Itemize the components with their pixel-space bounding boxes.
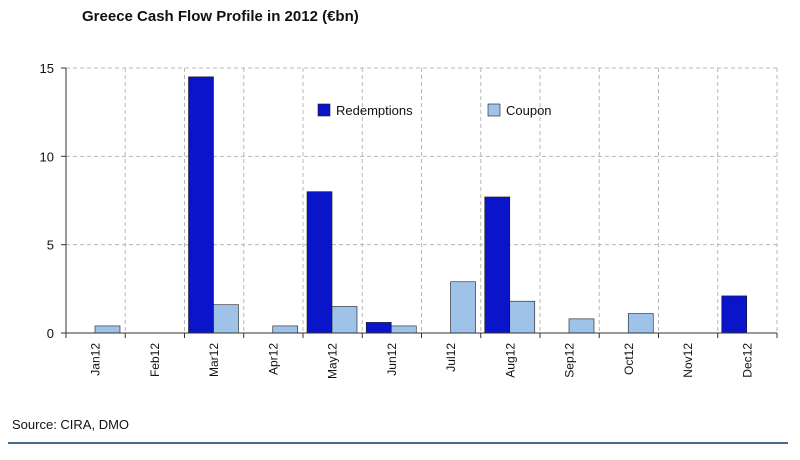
bar-coupon-apr12 — [272, 325, 299, 334]
y-tick-label: 15 — [40, 61, 54, 76]
x-tick-label: Sep12 — [563, 343, 577, 378]
bar-coupon-sep12 — [568, 318, 595, 334]
x-tick-label: Apr12 — [266, 343, 280, 375]
grid-lines — [66, 67, 778, 333]
x-tick-label: Dec12 — [740, 343, 754, 378]
bar-redemptions-jun12 — [365, 322, 392, 334]
y-tick-label: 0 — [47, 326, 54, 341]
y-tick-label: 5 — [47, 238, 54, 253]
x-tick-label: Mar12 — [207, 343, 221, 377]
legend-label-coupon: Coupon — [506, 103, 552, 118]
x-tick-label: Feb12 — [148, 343, 162, 377]
bar-chart: 0 5 10 15 Jan12 Feb12 Mar12 Apr12 May12 Jun12 Jul1… — [40, 61, 778, 379]
bars — [94, 76, 748, 334]
x-tick-label: Nov12 — [681, 343, 695, 378]
bar-coupon-jul12 — [450, 281, 476, 334]
bar-redemptions-mar12 — [188, 76, 214, 334]
x-tick-label: Jul12 — [444, 343, 458, 372]
x-tick-label: Oct12 — [622, 343, 636, 375]
legend-swatch-redemptions — [317, 103, 331, 117]
bar-coupon-jun12 — [390, 325, 417, 334]
bar-redemptions-dec12 — [721, 295, 748, 334]
x-tick-label: Jun12 — [385, 343, 399, 376]
axes: 0 5 10 15 Jan12 Feb12 Mar12 Apr12 May12 Jun12 Jul1… — [40, 61, 778, 379]
legend-label-redemptions: Redemptions — [336, 103, 413, 118]
x-tick-label: Jan12 — [89, 343, 103, 376]
legend: Redemptions Coupon — [317, 103, 552, 118]
bar-coupon-aug12 — [509, 300, 536, 334]
x-tick-label: May12 — [326, 343, 340, 379]
bar-coupon-mar12 — [213, 304, 239, 334]
bar-coupon-may12 — [331, 306, 358, 334]
bar-redemptions-aug12 — [484, 196, 511, 334]
bar-coupon-oct12 — [627, 313, 654, 334]
legend-swatch-coupon — [487, 103, 501, 117]
bar-coupon-jan12 — [94, 325, 121, 334]
bar-redemptions-may12 — [306, 191, 333, 334]
x-tick-label: Aug12 — [503, 343, 517, 378]
source-note: Source: CIRA, DMO — [12, 417, 130, 432]
divider — [8, 442, 788, 444]
y-tick-label: 10 — [40, 149, 54, 164]
chart-title: Greece Cash Flow Profile in 2012 (€bn) — [82, 8, 359, 25]
